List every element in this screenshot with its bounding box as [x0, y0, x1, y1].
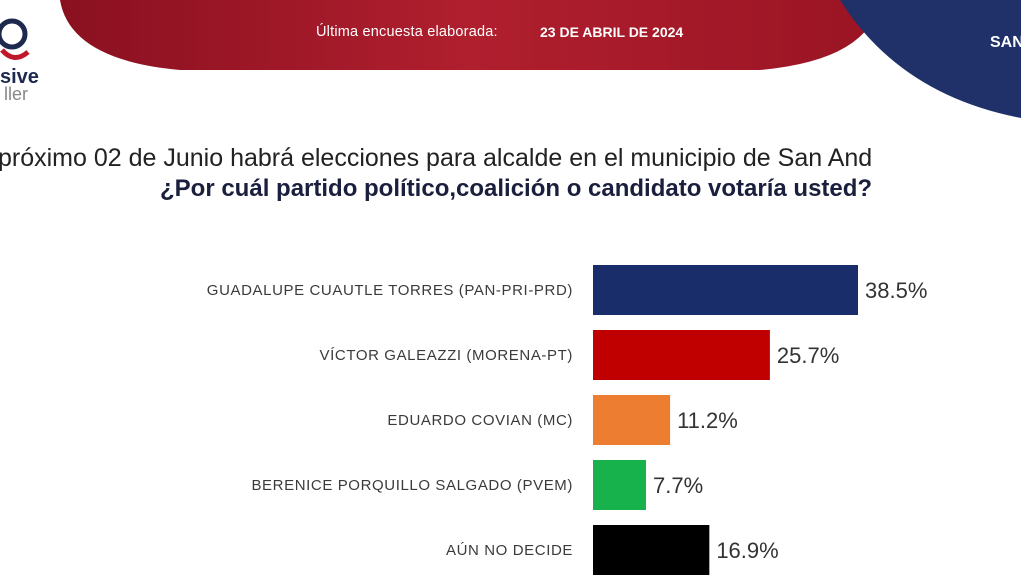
logo-text-line1: sive [0, 66, 39, 88]
logo: sive ller [0, 8, 60, 104]
header-navy-shape [840, 0, 1021, 118]
question-text: ¿Por cuál partido político,coalición o c… [160, 175, 873, 202]
category-label: BERENICE PORQUILLO SALGADO (PVEM) [251, 477, 573, 494]
question-intro: próximo 02 de Junio habrá elecciones par… [0, 144, 873, 172]
survey-date: 23 DE ABRIL DE 2024 [540, 24, 684, 40]
value-label: 11.2% [677, 408, 738, 433]
category-label: EDUARDO COVIAN (MC) [387, 412, 573, 429]
logo-mark-icon [0, 18, 30, 60]
survey-label: Última encuesta elaborada: [316, 24, 498, 40]
bar-4 [593, 525, 710, 575]
value-label: 7.7% [653, 473, 703, 498]
header-red-shape [60, 0, 880, 70]
value-label: 16.9% [716, 538, 778, 563]
value-label: 38.5% [865, 278, 927, 303]
logo-text-line2: ller [4, 84, 29, 104]
category-label: VÍCTOR GALEAZZI (MORENA-PT) [320, 347, 573, 364]
category-label: AÚN NO DECIDE [446, 542, 573, 559]
bar-2 [593, 395, 671, 445]
header-banner [60, 0, 1021, 118]
value-label: 25.7% [777, 343, 839, 368]
bar-0 [593, 265, 858, 315]
bar-1 [593, 330, 770, 380]
category-label: GUADALUPE CUAUTLE TORRES (PAN-PRI-PRD) [207, 282, 573, 299]
bar-3 [593, 460, 646, 510]
header-right-text: SAN [990, 34, 1021, 51]
bar-chart: GUADALUPE CUAUTLE TORRES (PAN-PRI-PRD) 38… [207, 265, 927, 575]
